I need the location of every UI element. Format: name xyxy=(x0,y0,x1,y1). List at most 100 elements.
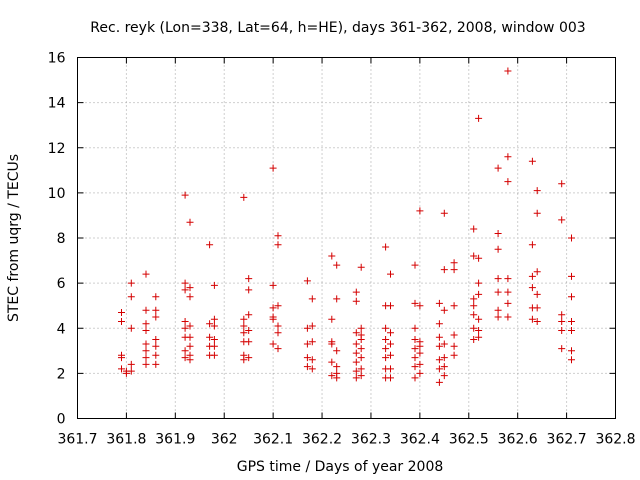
data-point xyxy=(494,164,502,172)
data-point xyxy=(470,311,478,319)
data-point xyxy=(245,327,253,334)
data-point xyxy=(274,232,282,240)
data-point xyxy=(533,268,541,276)
data-point xyxy=(186,333,194,341)
data-point xyxy=(568,327,575,334)
data-point xyxy=(357,354,365,362)
data-point xyxy=(568,318,575,325)
data-point xyxy=(528,241,536,249)
data-point xyxy=(494,245,502,253)
data-point xyxy=(206,241,214,249)
data-point xyxy=(470,225,478,233)
data-point xyxy=(352,288,360,296)
data-point xyxy=(210,281,218,289)
data-point xyxy=(142,354,150,362)
data-point xyxy=(475,315,483,323)
data-point xyxy=(269,281,277,289)
data-point xyxy=(435,365,443,373)
data-point xyxy=(352,329,360,337)
data-point xyxy=(416,342,424,350)
data-point xyxy=(440,306,448,314)
data-point xyxy=(411,345,419,353)
data-point xyxy=(475,333,483,341)
data-point xyxy=(186,342,194,350)
data-point xyxy=(558,216,566,224)
data-point xyxy=(357,263,365,271)
x-axis-label: GPS time / Days of year 2008 xyxy=(237,459,444,475)
x-tick-label: 361.7 xyxy=(57,432,97,448)
data-point xyxy=(245,354,253,362)
data-point xyxy=(416,302,424,310)
data-point xyxy=(142,320,150,328)
data-point xyxy=(568,234,575,242)
data-point xyxy=(435,299,443,307)
data-point xyxy=(440,363,448,371)
data-point xyxy=(142,340,150,348)
data-point xyxy=(206,333,214,341)
x-tick-label: 362.7 xyxy=(547,432,587,448)
data-point xyxy=(142,270,150,278)
data-point xyxy=(528,272,536,280)
data-point xyxy=(240,193,248,201)
data-point xyxy=(240,322,248,330)
data-point xyxy=(504,153,512,161)
data-point xyxy=(181,286,189,294)
plot-frame xyxy=(77,57,616,419)
data-point xyxy=(328,340,336,348)
data-point xyxy=(568,356,575,364)
data-point xyxy=(475,114,483,122)
data-point xyxy=(440,209,448,217)
data-point xyxy=(152,293,160,301)
data-point xyxy=(308,295,316,303)
data-point xyxy=(303,363,311,371)
data-point xyxy=(274,241,282,249)
data-point xyxy=(382,336,390,343)
data-point xyxy=(210,322,218,330)
x-tick-label: 362.5 xyxy=(449,432,489,448)
data-point xyxy=(181,279,189,287)
x-tick-label: 362.2 xyxy=(302,432,342,448)
data-point xyxy=(504,313,512,321)
data-point xyxy=(333,261,341,269)
data-point xyxy=(568,293,575,301)
data-point xyxy=(308,356,316,364)
data-point xyxy=(210,336,218,343)
data-point xyxy=(470,252,478,260)
data-point xyxy=(240,315,248,323)
data-point xyxy=(568,272,575,280)
data-point xyxy=(528,157,536,165)
data-point xyxy=(308,322,316,330)
data-point xyxy=(494,275,502,283)
data-point xyxy=(470,324,478,332)
data-point xyxy=(411,261,419,269)
data-point xyxy=(152,342,160,350)
data-point xyxy=(357,336,365,343)
data-point xyxy=(274,345,282,353)
data-point xyxy=(387,351,394,359)
data-point xyxy=(245,286,253,294)
x-tick-label: 362.1 xyxy=(253,432,293,448)
data-point xyxy=(352,367,360,375)
data-point xyxy=(382,243,390,251)
data-point xyxy=(387,365,394,373)
data-point xyxy=(308,338,316,346)
x-tick-label: 362 xyxy=(211,432,238,448)
data-point xyxy=(127,367,135,375)
data-point xyxy=(450,342,458,350)
data-point xyxy=(181,318,189,325)
data-point xyxy=(303,354,311,362)
data-point xyxy=(240,356,248,364)
data-point xyxy=(475,254,483,262)
data-point xyxy=(504,178,512,186)
data-point xyxy=(122,369,130,377)
data-point xyxy=(245,311,253,319)
data-point xyxy=(328,315,336,323)
data-point xyxy=(118,309,125,316)
data-point xyxy=(435,342,443,350)
data-point xyxy=(533,304,541,312)
y-tick-label: 4 xyxy=(57,321,66,337)
data-point xyxy=(269,315,277,323)
y-tick-label: 2 xyxy=(57,366,66,382)
x-tick-label: 361.9 xyxy=(155,432,195,448)
data-point xyxy=(186,293,194,301)
